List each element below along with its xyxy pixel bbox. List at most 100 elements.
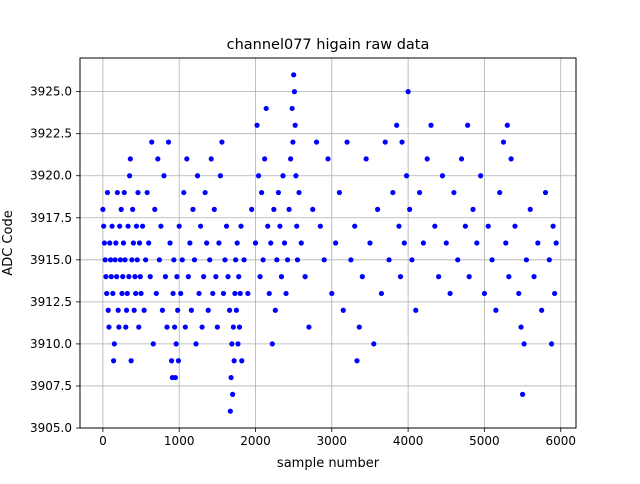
y-tick-label: 3925.0: [30, 85, 72, 99]
data-point: [455, 257, 461, 263]
data-point: [238, 223, 244, 229]
data-point: [255, 173, 262, 179]
data-point: [134, 257, 140, 263]
data-point: [359, 274, 365, 280]
data-point: [401, 240, 407, 246]
data-point: [321, 257, 327, 263]
data-point: [147, 274, 153, 280]
data-point: [106, 324, 112, 330]
data-point: [268, 240, 274, 246]
data-point: [396, 223, 402, 229]
data-point: [172, 374, 178, 381]
data-point: [123, 307, 130, 313]
data-point: [110, 358, 117, 364]
data-point: [137, 274, 143, 280]
data-point: [356, 324, 362, 330]
data-point: [310, 206, 316, 212]
data-point: [539, 307, 545, 313]
data-point: [443, 240, 449, 246]
data-point: [121, 189, 127, 196]
data-point: [108, 274, 114, 280]
data-point: [110, 290, 116, 297]
y-tick-label: 3915.0: [30, 253, 72, 267]
data-point: [466, 274, 472, 280]
data-point: [397, 274, 404, 280]
data-point: [236, 324, 243, 330]
data-point: [542, 189, 549, 196]
data-point: [124, 290, 130, 297]
data-point: [220, 290, 227, 297]
data-point: [178, 290, 184, 297]
x-tick-label: 4000: [393, 434, 424, 448]
data-point: [281, 240, 288, 246]
data-point: [407, 206, 413, 212]
data-point: [112, 257, 118, 263]
data-point: [302, 274, 308, 280]
data-point: [208, 156, 214, 162]
data-point: [233, 307, 240, 313]
data-point: [107, 257, 114, 263]
data-point: [175, 358, 182, 364]
data-point: [170, 290, 176, 297]
data-point: [210, 290, 216, 297]
data-point: [236, 274, 242, 280]
data-point: [173, 341, 179, 347]
data-point: [179, 257, 185, 263]
data-point: [489, 257, 495, 263]
x-tick-label: 2000: [240, 434, 271, 448]
data-point: [211, 206, 217, 212]
data-point: [146, 240, 152, 246]
data-point: [284, 257, 291, 263]
data-point: [158, 223, 164, 229]
data-point: [101, 223, 107, 229]
data-point: [228, 374, 234, 381]
data-point: [478, 173, 484, 179]
data-point: [104, 189, 111, 196]
data-point: [252, 240, 259, 246]
data-point: [138, 290, 144, 297]
data-point: [363, 156, 369, 162]
x-tick-label: 5000: [469, 434, 500, 448]
data-point: [111, 341, 117, 347]
data-point: [344, 139, 350, 145]
data-point: [130, 240, 137, 246]
data-point: [136, 324, 142, 330]
data-point: [552, 290, 558, 297]
data-point: [132, 274, 138, 280]
data-point: [553, 240, 559, 246]
data-point: [371, 341, 377, 347]
data-point: [229, 341, 235, 347]
data-point: [223, 223, 230, 229]
data-point: [275, 189, 281, 196]
data-point: [493, 307, 499, 313]
data-point: [118, 206, 124, 212]
data-point: [187, 240, 193, 246]
data-point: [152, 206, 158, 212]
data-point: [131, 307, 137, 313]
data-point: [101, 240, 108, 246]
data-point: [306, 324, 312, 330]
data-point: [420, 240, 426, 246]
data-point: [188, 307, 195, 313]
data-point: [233, 257, 239, 263]
data-point: [382, 139, 388, 145]
data-point: [508, 156, 514, 162]
data-point: [219, 139, 225, 145]
data-point: [133, 290, 139, 297]
data-point: [153, 290, 159, 297]
data-point: [329, 290, 335, 297]
x-tick-label: 6000: [545, 434, 576, 448]
data-point: [272, 307, 278, 313]
data-point: [521, 341, 527, 347]
chart-title: channel077 higain raw data: [227, 37, 430, 53]
data-point: [150, 341, 156, 347]
data-point: [117, 223, 123, 229]
data-point: [100, 206, 106, 212]
data-point: [114, 274, 120, 280]
data-point: [465, 122, 471, 128]
data-point: [352, 223, 358, 229]
data-point: [216, 240, 222, 246]
data-point: [156, 257, 162, 263]
data-point: [535, 240, 541, 246]
data-point: [277, 223, 283, 229]
